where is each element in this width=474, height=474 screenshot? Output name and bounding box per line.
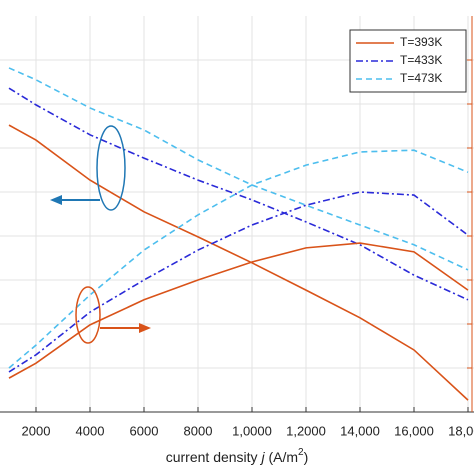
line	[8, 87, 469, 301]
legend-label: T=473K	[400, 71, 442, 85]
arrow-head	[50, 195, 62, 205]
line	[8, 242, 469, 379]
legend-box	[349, 29, 467, 93]
x-tick-label: 1,2000	[286, 423, 326, 438]
line	[8, 191, 469, 373]
x-tick-label: 16,000	[394, 423, 434, 438]
legend-label: T=393K	[400, 35, 442, 49]
line	[8, 149, 469, 369]
legend: T=393K T=433K T=473K	[349, 29, 467, 93]
line	[8, 124, 469, 401]
x-tick-label: 18,000	[448, 423, 474, 438]
x-tick-label: 4000	[76, 423, 105, 438]
x-tick-label: 8000	[184, 423, 213, 438]
arrow-head	[139, 323, 151, 333]
curves	[8, 67, 469, 401]
legend-label: T=433K	[400, 53, 442, 67]
line	[8, 67, 469, 271]
x-axis-label: current density j (A/m2)	[166, 447, 309, 465]
annotation-ellipse	[96, 125, 126, 211]
annotation-ellipse	[75, 286, 101, 344]
x-tick-label: 14,000	[340, 423, 380, 438]
x-tick-label: 6000	[130, 423, 159, 438]
x-tick-label: 2000	[22, 423, 51, 438]
x-tick-label: 1,0000	[232, 423, 272, 438]
